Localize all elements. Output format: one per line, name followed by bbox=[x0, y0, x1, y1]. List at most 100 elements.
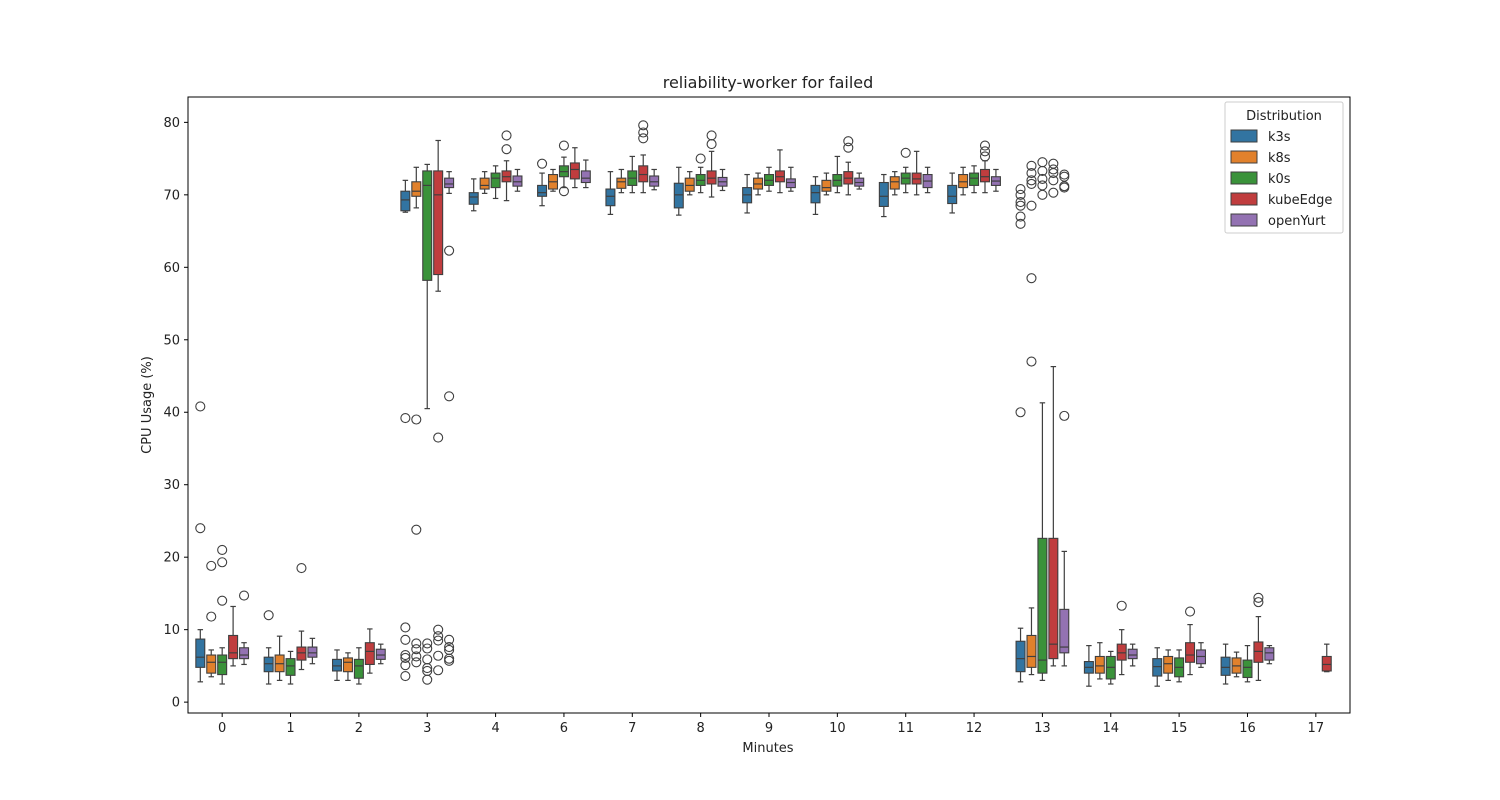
box bbox=[263, 656, 274, 673]
box bbox=[1127, 648, 1138, 660]
box bbox=[422, 170, 433, 281]
outlier-point bbox=[558, 186, 569, 197]
outlier-point bbox=[638, 120, 649, 131]
outlier-point bbox=[638, 133, 649, 144]
outlier-point bbox=[217, 544, 228, 555]
outlier-point bbox=[1026, 356, 1037, 367]
box bbox=[1321, 655, 1332, 672]
box bbox=[684, 177, 695, 192]
box bbox=[605, 188, 616, 207]
y-tick-label: 10 bbox=[163, 623, 180, 638]
box-group bbox=[638, 120, 649, 194]
box-group bbox=[331, 649, 343, 681]
box-group bbox=[911, 150, 922, 196]
box bbox=[616, 177, 627, 189]
box-group bbox=[479, 171, 490, 194]
outlier-point bbox=[238, 590, 250, 601]
box-group bbox=[1321, 643, 1332, 673]
outlier-point bbox=[1048, 158, 1059, 169]
box-group bbox=[285, 650, 296, 685]
outlier-point bbox=[411, 524, 422, 535]
outlier-point bbox=[422, 665, 433, 677]
box-group bbox=[1242, 645, 1253, 683]
chart-title: reliability-worker for failed bbox=[663, 73, 874, 92]
box bbox=[1026, 634, 1037, 668]
box-group bbox=[1127, 643, 1138, 667]
box-group bbox=[1048, 158, 1059, 667]
box bbox=[1094, 655, 1105, 674]
outlier-point bbox=[843, 136, 854, 147]
legend-title: Distribution bbox=[1246, 109, 1322, 124]
legend-swatch-kubeEdge bbox=[1230, 192, 1258, 206]
outlier-point bbox=[433, 624, 444, 635]
outlier-point bbox=[1015, 218, 1026, 229]
outlier-point bbox=[1048, 164, 1059, 175]
legend-swatch-k0s bbox=[1230, 171, 1258, 185]
outlier-point bbox=[400, 412, 411, 424]
outlier-point bbox=[1015, 407, 1026, 418]
box-group bbox=[1026, 160, 1037, 676]
box bbox=[342, 657, 353, 673]
y-axis-title: CPU Usage (%) bbox=[140, 356, 155, 454]
box bbox=[331, 658, 343, 672]
x-tick-label: 13 bbox=[1034, 721, 1051, 736]
box-group bbox=[206, 560, 217, 678]
outlier-point bbox=[979, 140, 991, 151]
box bbox=[889, 176, 900, 190]
outlier-point bbox=[843, 142, 854, 153]
box-group bbox=[1152, 647, 1163, 687]
outlier-point bbox=[1116, 600, 1127, 611]
outlier-point bbox=[1026, 273, 1037, 284]
outlier-point bbox=[400, 652, 411, 663]
box bbox=[638, 165, 649, 183]
box-group bbox=[753, 172, 764, 196]
outlier-point bbox=[433, 635, 444, 646]
outlier-point bbox=[1253, 592, 1264, 603]
box bbox=[285, 658, 296, 676]
y-tick-label: 60 bbox=[163, 261, 180, 276]
box-group bbox=[274, 635, 285, 681]
box bbox=[821, 179, 832, 192]
box-group bbox=[774, 149, 785, 194]
series-k8s bbox=[206, 160, 1242, 681]
outlier-point bbox=[400, 649, 411, 661]
box-group bbox=[958, 166, 969, 196]
outlier-point bbox=[558, 140, 569, 151]
outlier-point bbox=[1048, 175, 1059, 186]
box-group bbox=[537, 158, 548, 207]
outlier-point bbox=[411, 644, 422, 655]
outlier-point bbox=[411, 651, 422, 662]
box-group bbox=[785, 166, 796, 192]
outlier-point bbox=[411, 638, 422, 649]
box-group bbox=[217, 544, 228, 685]
x-tick-label: 4 bbox=[491, 721, 499, 736]
outlier-point bbox=[1015, 200, 1026, 211]
box bbox=[649, 175, 660, 187]
box bbox=[1116, 643, 1127, 661]
outlier-point bbox=[411, 414, 422, 425]
box-group bbox=[947, 172, 958, 214]
box-group bbox=[444, 171, 455, 666]
box bbox=[969, 172, 980, 186]
x-tick-label: 3 bbox=[423, 721, 431, 736]
box-group bbox=[569, 147, 580, 189]
outlier-point bbox=[1026, 178, 1037, 190]
outlier-point bbox=[501, 130, 512, 141]
y-tick-label: 40 bbox=[163, 406, 180, 421]
outlier-point bbox=[206, 560, 217, 571]
outlier-point bbox=[444, 642, 455, 653]
box-group bbox=[501, 130, 512, 202]
box bbox=[1152, 658, 1163, 677]
box-group bbox=[854, 172, 865, 190]
box-group bbox=[684, 171, 695, 196]
outlier-point bbox=[1026, 160, 1037, 171]
outlier-point bbox=[400, 670, 411, 682]
box-group bbox=[468, 178, 479, 212]
legend-label-k0s: k0s bbox=[1268, 172, 1291, 187]
box-group bbox=[1116, 600, 1127, 676]
outlier-point bbox=[1037, 180, 1048, 191]
box bbox=[364, 642, 375, 665]
outlier-point bbox=[1253, 597, 1264, 608]
outlier-point bbox=[1059, 169, 1070, 180]
box-group bbox=[342, 652, 353, 681]
